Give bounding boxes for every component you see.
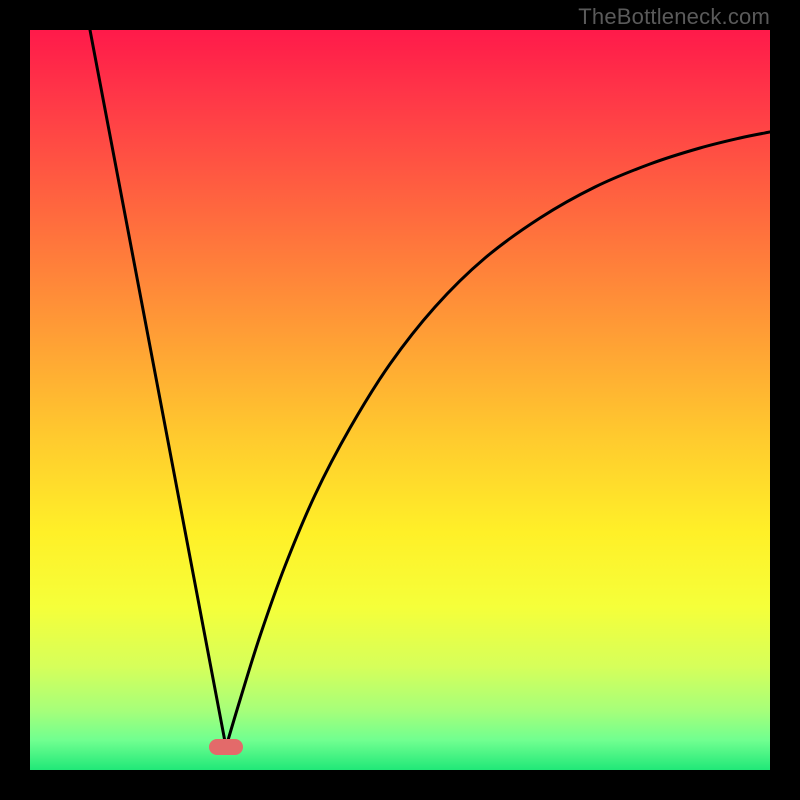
curve-overlay	[30, 30, 770, 770]
watermark-text: TheBottleneck.com	[578, 4, 770, 30]
minimum-marker	[209, 739, 243, 755]
chart-frame: TheBottleneck.com	[0, 0, 800, 800]
plot-area	[30, 30, 770, 770]
